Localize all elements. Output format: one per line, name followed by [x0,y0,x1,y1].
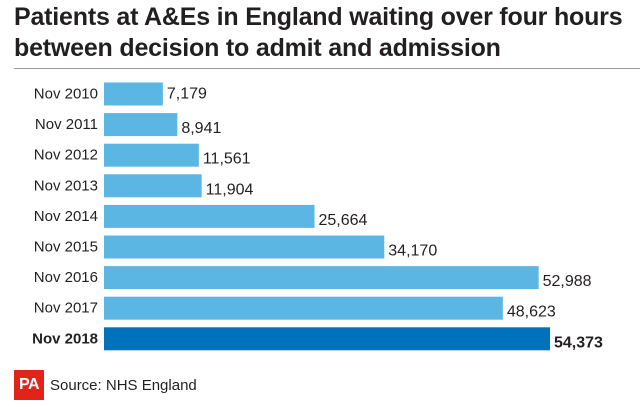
value-label: 11,561 [203,151,251,168]
pa-logo: PA [14,370,44,400]
category-label: Nov 2016 [34,269,98,286]
value-label: 52,988 [543,273,592,290]
chart-title: Patients at A&Es in England waiting over… [14,2,634,64]
bar [104,235,385,259]
category-label: Nov 2013 [34,177,98,194]
bar [104,296,503,320]
category-label: Nov 2018 [32,330,98,347]
bar [104,143,199,167]
category-label: Nov 2015 [34,239,98,256]
footer: PA Source: NHS England [14,370,197,400]
category-label: Nov 2017 [34,300,98,317]
value-label: 11,904 [206,181,254,198]
bar [104,113,178,137]
bar [104,204,315,228]
category-label: Nov 2010 [34,86,98,103]
value-label: 7,179 [167,86,207,103]
category-label: Nov 2012 [34,147,98,164]
bar [104,327,550,351]
bar [104,174,202,198]
value-label: 8,941 [181,120,221,137]
value-label: 34,170 [388,243,437,260]
bar [104,82,163,106]
category-label: Nov 2011 [35,116,98,133]
source-note: Source: NHS England [50,376,197,394]
category-label: Nov 2014 [34,208,98,225]
title-divider [14,68,640,69]
value-label: 25,664 [319,212,368,229]
bar-chart: Nov 2010 7,179 Nov 2011 8,941 Nov 2012 11,561… [32,82,603,351]
chart-title-line-2: between decision to admit and admission [14,34,501,62]
value-label: 48,623 [507,304,556,321]
value-label: 54,373 [554,334,603,351]
bar [104,266,539,290]
chart-title-line-1: Patients at A&Es in England waiting over… [14,3,623,31]
